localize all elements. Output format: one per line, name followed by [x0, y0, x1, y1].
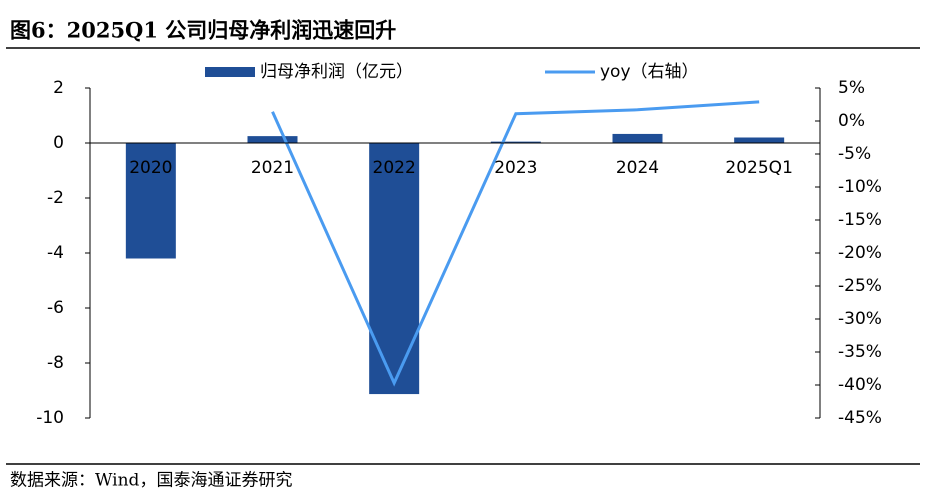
- legend-label: 归母净利润（亿元）: [260, 62, 413, 82]
- y2-tick-label: -10%: [838, 177, 882, 197]
- x-tick-label: 2022: [373, 158, 416, 178]
- y-tick-label: -2: [47, 188, 64, 208]
- x-tick-label: 2020: [129, 158, 172, 178]
- chart-title: 图6：2025Q1 公司归母净利润迅速回升: [10, 18, 396, 43]
- source-note: 数据来源：Wind，国泰海通证券研究: [10, 471, 292, 491]
- bar: [734, 137, 785, 143]
- y-tick-label: 2: [53, 78, 64, 98]
- y2-tick-label: 0%: [838, 111, 865, 131]
- y2-tick-label: 5%: [838, 78, 865, 98]
- y-tick-label: -10: [36, 408, 64, 428]
- legend-swatch: [205, 67, 255, 77]
- x-tick-label: 2021: [251, 158, 294, 178]
- y2-tick-label: -5%: [838, 144, 871, 164]
- y2-tick-label: -40%: [838, 375, 882, 395]
- line: [271, 100, 760, 387]
- y2-tick-label: -25%: [838, 276, 882, 296]
- y2-tick-label: -35%: [838, 342, 882, 362]
- y-tick-label: 0: [53, 133, 64, 153]
- x-tick-label: 2025Q1: [725, 158, 792, 178]
- x-tick-label: 2024: [616, 158, 659, 178]
- x-tick-label: 2023: [494, 158, 537, 178]
- bar: [490, 141, 541, 143]
- bar: [247, 136, 298, 143]
- legend-label: yoy（右轴）: [600, 62, 699, 82]
- y-tick-label: -8: [47, 353, 64, 373]
- y2-tick-label: -30%: [838, 309, 882, 329]
- y2-tick-label: -15%: [838, 210, 882, 230]
- bar: [125, 143, 176, 259]
- bar: [369, 143, 420, 395]
- y-tick-label: -6: [47, 298, 64, 318]
- bar: [612, 133, 663, 143]
- y-tick-label: -4: [47, 243, 64, 263]
- y2-tick-label: -45%: [838, 408, 882, 428]
- y2-tick-label: -20%: [838, 243, 882, 263]
